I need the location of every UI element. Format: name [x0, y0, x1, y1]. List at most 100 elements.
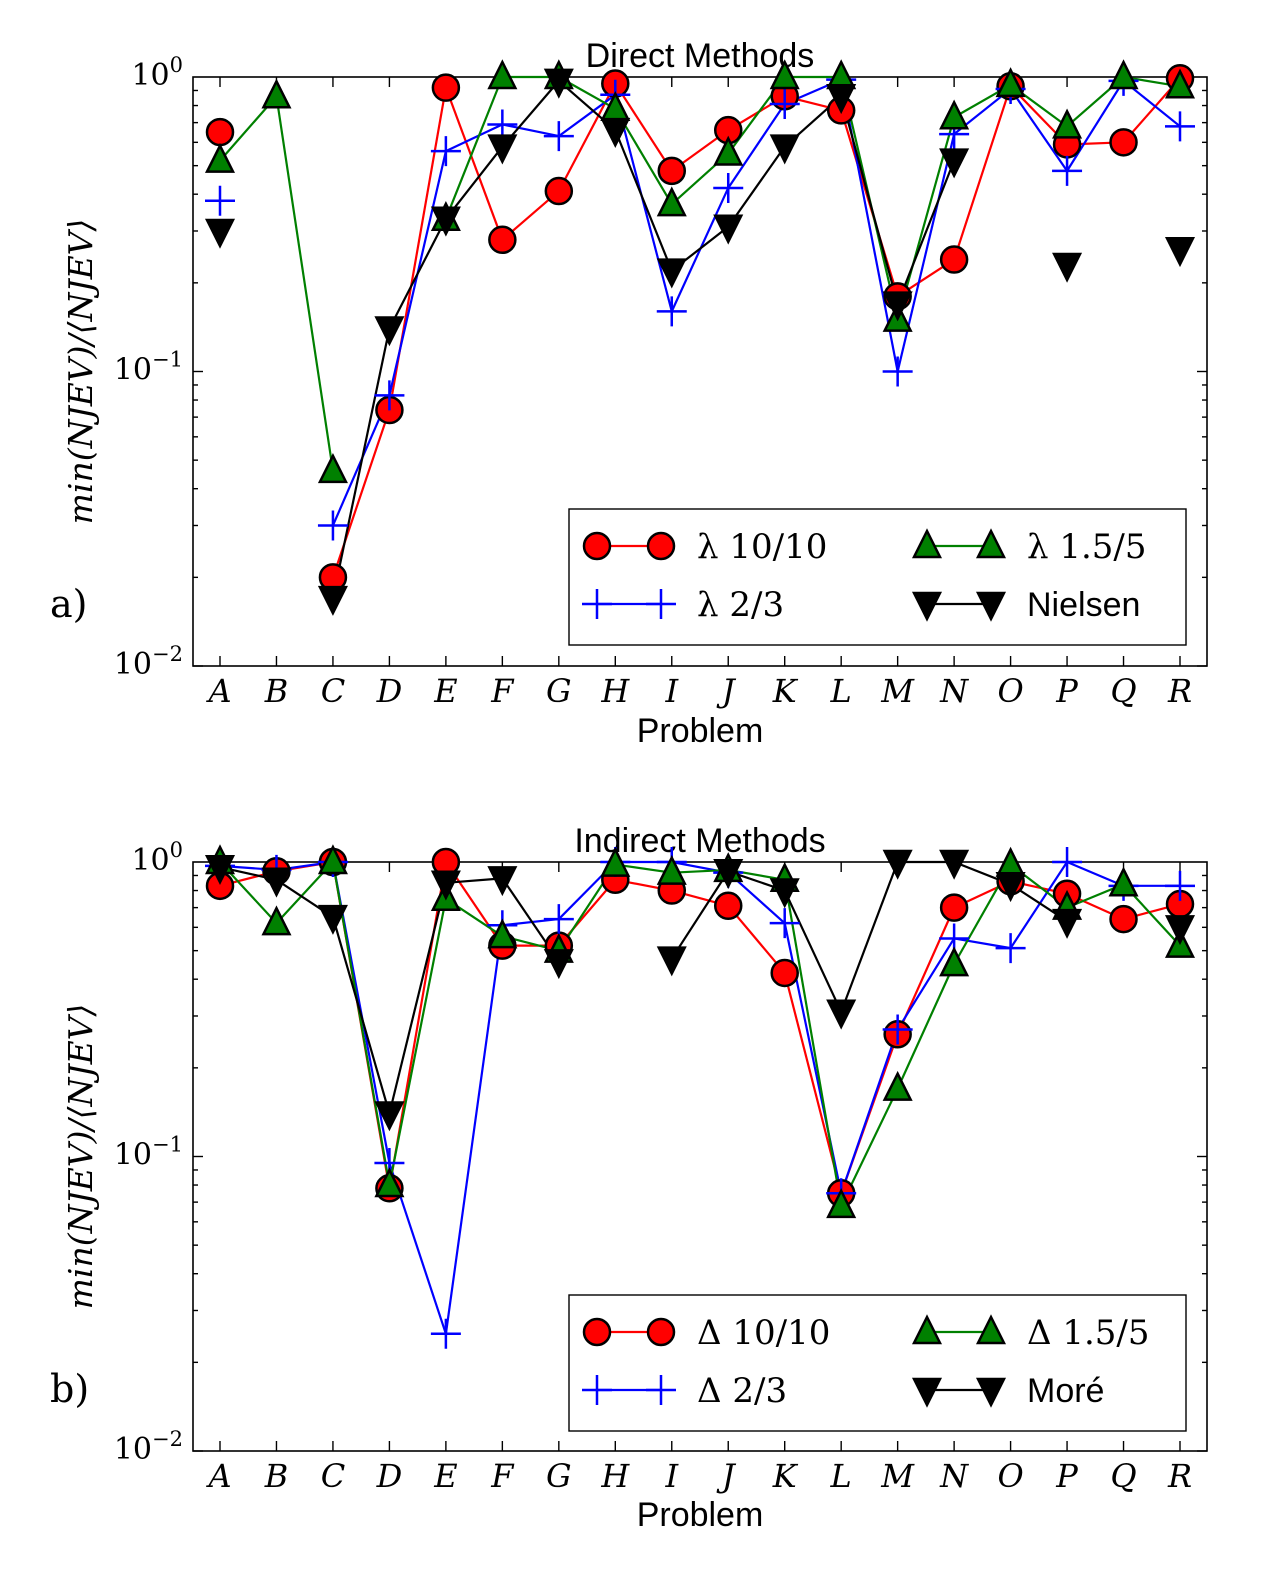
data-point	[713, 172, 744, 203]
x-tick-label: Q	[1110, 1457, 1136, 1495]
data-point	[431, 73, 461, 102]
data-point	[487, 918, 518, 949]
data-point	[769, 908, 800, 939]
data-point	[1052, 847, 1083, 877]
data-point	[769, 59, 800, 90]
data-point	[261, 867, 292, 898]
data-point	[487, 866, 518, 897]
series-line-segment	[727, 146, 786, 228]
y-tick-label: 10−1	[114, 348, 183, 388]
legend-marker	[646, 1375, 676, 1405]
panel-label: a)	[50, 582, 87, 626]
series-line-segment	[331, 916, 391, 1114]
series-markers-2	[204, 59, 1196, 484]
legend-label: Δ 1.5/5	[1027, 1313, 1150, 1353]
x-tick-label: P	[1055, 672, 1078, 710]
x-tick-label: L	[830, 672, 852, 710]
y-tick-label: 10−1	[114, 1133, 183, 1173]
x-tick-label: J	[716, 672, 737, 710]
series-line-segment	[896, 937, 956, 1031]
x-tick-label: B	[264, 672, 289, 710]
data-point	[204, 854, 236, 886]
data-point	[1165, 870, 1195, 901]
x-tick-label: K	[772, 672, 799, 710]
legend-entry: Δ 1.5/5	[911, 1313, 1150, 1353]
series-line-segment	[783, 890, 843, 1013]
series-markers-3	[204, 68, 1196, 616]
legend-label: Δ 2/3	[697, 1371, 787, 1411]
x-tick-label: O	[997, 1457, 1023, 1495]
data-point	[656, 258, 687, 289]
series-line-segment	[840, 1029, 899, 1194]
x-tick-label: L	[830, 1457, 852, 1495]
y-tick-label: 100	[131, 838, 183, 878]
x-tick-label: R	[1167, 1457, 1192, 1495]
x-tick-label: J	[716, 1457, 737, 1495]
series-line-segment	[1009, 861, 1068, 949]
legend-marker	[646, 1317, 676, 1347]
data-point	[1164, 237, 1196, 268]
data-point	[826, 999, 857, 1030]
data-point	[543, 68, 574, 99]
series-line-segment	[840, 861, 899, 1013]
data-point	[487, 59, 518, 90]
legend-label: λ 1.5/5	[1027, 527, 1147, 567]
data-point	[600, 846, 631, 877]
data-point	[882, 849, 913, 880]
x-tick-label: F	[490, 1457, 515, 1495]
data-point	[317, 585, 348, 616]
chart-panel-direct: 100 10−1 10−2 A B C D E F G H I J K L M N O P Q R Direct Meth…	[50, 37, 1208, 750]
x-tick-label: F	[490, 672, 515, 710]
data-point	[374, 1101, 405, 1132]
x-tick-label: C	[321, 1457, 345, 1495]
data-point	[543, 904, 574, 935]
x-tick-label: C	[321, 672, 345, 710]
series-line-segment	[671, 868, 729, 874]
series-line-segment	[727, 905, 786, 974]
data-point	[1109, 904, 1138, 934]
legend-marker	[975, 591, 1007, 622]
legend-label: Δ 10/10	[697, 1313, 830, 1353]
legend: Δ 10/10 Δ 2/3 Δ 1.5/5 Moré	[568, 1294, 1187, 1432]
series-line-segment	[727, 103, 786, 189]
legend-marker	[582, 531, 612, 561]
legend-entry: λ 10/10	[582, 527, 827, 567]
x-tick-label: I	[664, 1457, 679, 1495]
x-tick-label: D	[376, 1457, 403, 1495]
series-line-segment	[896, 133, 956, 372]
x-axis-label: Problem	[637, 1496, 764, 1534]
x-tick-label: E	[433, 672, 457, 710]
legend-marker	[582, 589, 612, 619]
data-point	[543, 121, 574, 152]
data-point	[600, 117, 631, 148]
data-point	[882, 1070, 913, 1101]
series-line-segment	[670, 870, 730, 960]
data-point	[657, 156, 687, 186]
series-line-segment	[388, 898, 447, 1186]
x-tick-label: A	[205, 1457, 231, 1495]
data-point	[1108, 59, 1139, 90]
series-line-segment	[502, 123, 560, 138]
legend-entry: λ 1.5/5	[911, 527, 1147, 567]
legend-marker	[911, 1314, 943, 1345]
data-point	[713, 135, 744, 166]
data-point	[317, 904, 348, 935]
data-point	[430, 136, 461, 167]
x-tick-label: D	[376, 672, 403, 710]
legend-marker	[911, 591, 943, 622]
y-tick-label: 100	[131, 53, 183, 93]
series-line-segment	[614, 129, 673, 272]
data-point	[769, 134, 800, 165]
data-point	[374, 316, 405, 347]
chart-title: Direct Methods	[586, 37, 815, 75]
data-point	[939, 99, 970, 130]
x-tick-label: K	[772, 1457, 799, 1495]
series-line-segment	[331, 328, 391, 599]
data-point	[770, 958, 799, 988]
legend-marker	[582, 1375, 612, 1405]
data-point	[374, 380, 405, 411]
data-point	[1052, 252, 1083, 283]
data-point	[939, 946, 970, 977]
series-line-segment	[840, 96, 899, 304]
